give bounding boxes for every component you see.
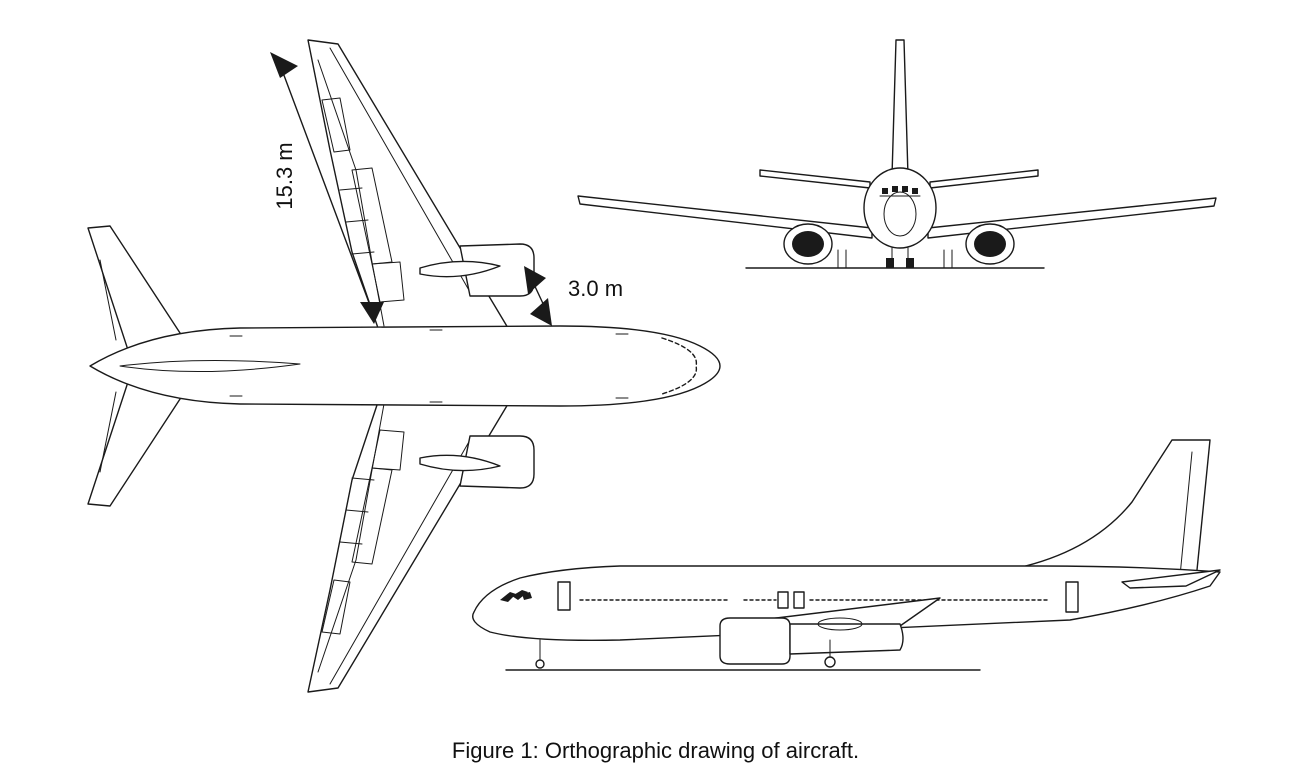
side-view-fuselage (472, 565, 1221, 642)
front-view-left-engine (783, 223, 833, 265)
top-view-lower-engine (459, 435, 535, 489)
wing-length-label: 15.3 m (272, 142, 297, 209)
wing-length-dimension (270, 52, 384, 324)
figure-caption: Figure 1: Orthographic drawing of aircra… (451, 738, 860, 763)
front-view-fin (891, 39, 909, 177)
top-view: 15.3 m 3.0 m (87, 39, 721, 693)
engine-clearance-label: 3.0 m (568, 276, 623, 301)
side-view-engine (719, 617, 904, 665)
engine-clearance-dimension (524, 266, 552, 326)
side-view (472, 439, 1221, 671)
top-view-lower-stabilizer (87, 381, 183, 507)
side-view-tail-fin (1007, 439, 1211, 581)
front-view-right-engine (965, 223, 1015, 265)
front-view (577, 39, 1217, 269)
top-view-fuselage (89, 325, 721, 407)
top-view-upper-stabilizer (87, 225, 183, 351)
